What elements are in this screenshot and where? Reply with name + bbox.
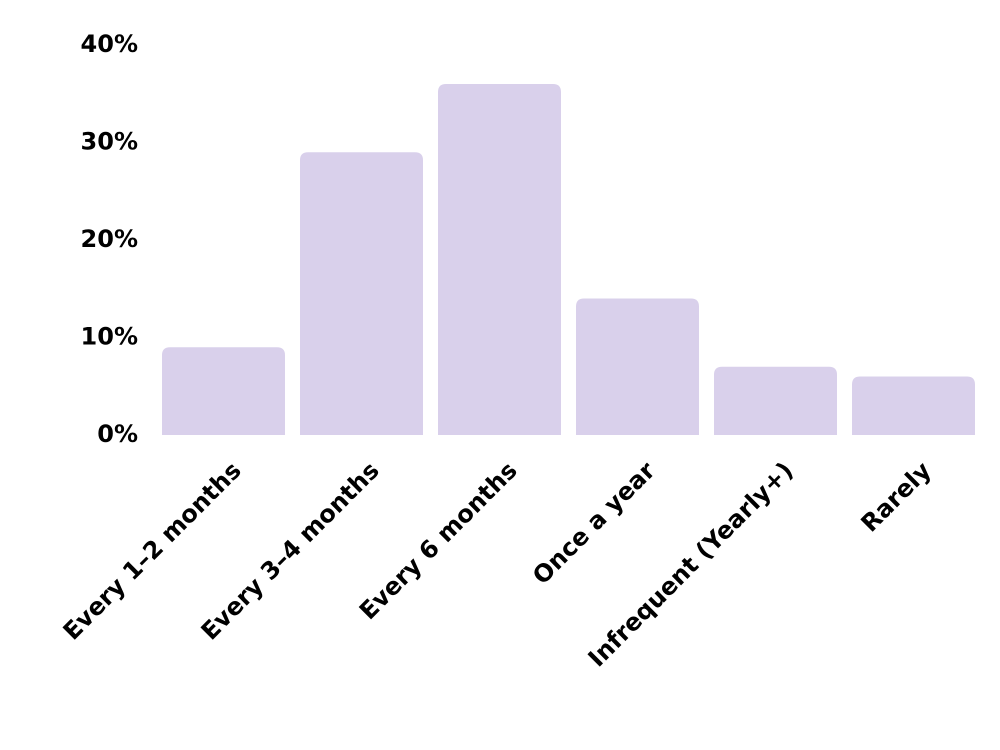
bar [852, 376, 975, 435]
y-tick-label: 30% [81, 128, 138, 156]
x-tick-label: Every 6 months [354, 456, 523, 625]
bar [714, 366, 837, 435]
y-tick-label: 20% [81, 225, 138, 253]
bar [162, 347, 285, 435]
y-tick-label: 40% [81, 30, 138, 58]
bar [300, 152, 423, 435]
bar [438, 84, 561, 435]
y-tick-label: 0% [97, 420, 138, 448]
bar [576, 298, 699, 435]
x-tick-label: Once a year [527, 456, 661, 590]
x-tick-label: Rarely [856, 456, 937, 537]
y-tick-label: 10% [81, 323, 138, 351]
